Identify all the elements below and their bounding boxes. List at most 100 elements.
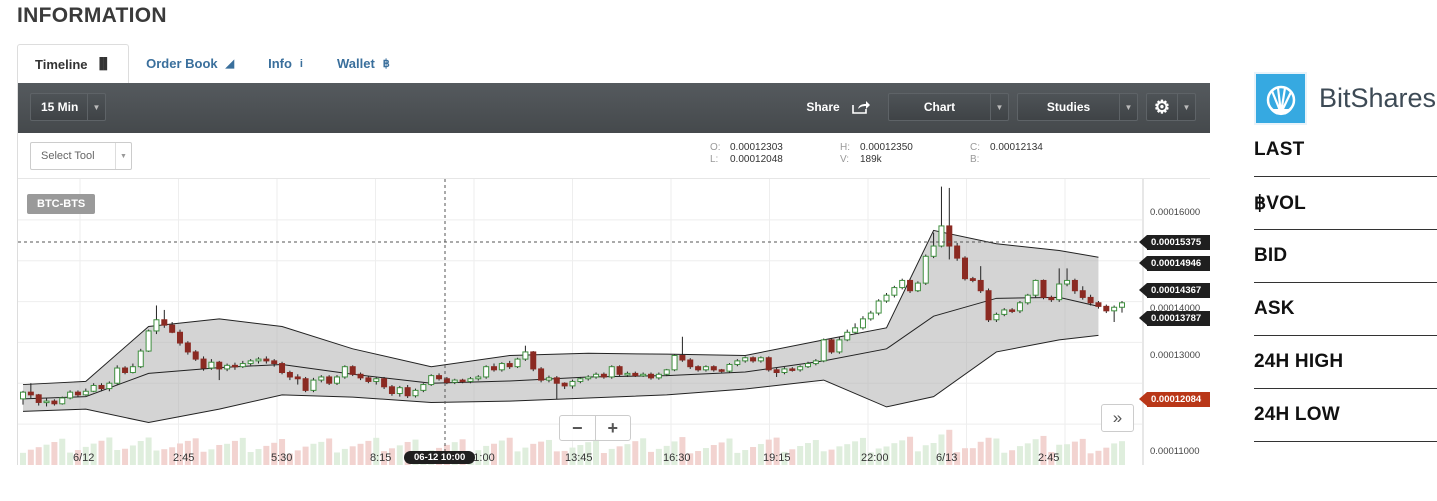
candle-up (1016, 302, 1023, 312)
candle-up (938, 225, 945, 247)
candle-down (600, 373, 607, 378)
ohlc-volume: 189k (860, 154, 882, 165)
zoom-in-button[interactable]: + (607, 417, 618, 438)
candle-up (239, 363, 246, 368)
volume-bar (1111, 443, 1118, 465)
tab-timeline[interactable]: Timeline ▐▌ (17, 44, 130, 83)
candle-up (255, 358, 262, 362)
candle-up (514, 358, 521, 368)
share-button[interactable]: Share (790, 93, 886, 121)
tab-order-book[interactable]: Order Book ◢ (129, 44, 251, 83)
ohlc-open-low: O: 0.00012303 L: 0.00012048 (710, 142, 783, 165)
candle-up (891, 287, 898, 296)
candlestick-chart[interactable] (18, 179, 1210, 465)
candle-up (498, 363, 505, 371)
candle-up (867, 312, 874, 320)
volume-bar (263, 445, 270, 465)
candle-up (593, 373, 600, 378)
y-tick-label: 0.00016000 (1150, 207, 1201, 218)
candle-up (726, 363, 733, 372)
candle-down (365, 377, 372, 382)
chevron-down-icon: ▼ (1177, 94, 1195, 120)
volume-bar (122, 448, 129, 465)
market-sidebar: BitShares LAST ฿VOL BID ASK 24H HIGH 24H… (1254, 71, 1437, 442)
candle-up (742, 357, 749, 362)
candle-down (216, 361, 223, 370)
x-tick-label: 13:45 (565, 452, 593, 464)
candle-up (420, 384, 427, 391)
volume-bar (765, 439, 772, 465)
settings-dropdown[interactable]: ⚙ ▼ (1146, 93, 1196, 121)
volume-bar (538, 441, 545, 465)
volume-bar (530, 443, 537, 465)
volume-bar (820, 451, 827, 465)
volume-bar (852, 441, 859, 465)
candle-down (530, 351, 537, 370)
volume-bar (773, 437, 780, 465)
candle-up (1111, 306, 1118, 312)
candle-down (828, 339, 835, 353)
candle-down (27, 391, 34, 396)
y-tick-label: 0.00014000 (1150, 303, 1201, 314)
candle-up (90, 384, 97, 392)
volume-bar (757, 444, 764, 465)
chart-type-dropdown[interactable]: Chart ▼ (888, 93, 1009, 121)
tab-info[interactable]: Info i (251, 44, 320, 83)
candle-down (977, 279, 984, 292)
candle-up (310, 379, 317, 391)
studies-dropdown[interactable]: Studies ▼ (1017, 93, 1138, 121)
volume-bar (498, 440, 505, 465)
candle-down (404, 387, 411, 397)
tab-timeline-label: Timeline (35, 56, 88, 72)
interval-label: 15 Min (41, 100, 79, 114)
candle-down (616, 366, 623, 375)
candle-up (585, 376, 592, 380)
volume-bar (734, 452, 741, 465)
candle-down (506, 363, 513, 368)
volume-bar (200, 451, 207, 465)
candle-down (286, 371, 293, 378)
candle-up (820, 339, 827, 362)
volume-bar (553, 451, 560, 465)
volume-bar (43, 444, 50, 465)
volume-bar (129, 445, 136, 465)
bitshares-logo-icon (1254, 71, 1307, 125)
volume-bar (35, 447, 42, 465)
chart-plot-area[interactable]: BTC-BTS − + » 0.00016000 0.00014000 0.00… (18, 179, 1210, 465)
candle-up (757, 357, 764, 362)
volume-bar (388, 448, 395, 465)
volume-bar (334, 452, 340, 465)
bollinger-lower-tag: 0.00013787 (1139, 311, 1210, 326)
volume-bar (1001, 452, 1008, 465)
select-tool-dropdown[interactable]: Select Tool ▼ (30, 142, 132, 170)
candle-down (98, 384, 105, 390)
volume-bar (663, 445, 670, 465)
candle-down (177, 331, 183, 344)
volume-bar (373, 437, 380, 465)
candle-down (954, 245, 961, 259)
volume-bar (608, 448, 615, 465)
candle-down (710, 366, 717, 371)
scroll-forward-button[interactable]: » (1101, 404, 1134, 432)
candle-down (1048, 296, 1055, 301)
info-icon: i (299, 57, 303, 70)
volume-bar (569, 447, 576, 465)
candle-down (695, 366, 702, 371)
volume-bar (781, 451, 788, 465)
volume-bar (302, 446, 309, 465)
candle-up (43, 400, 50, 404)
interval-dropdown[interactable]: 15 Min ▼ (30, 93, 106, 121)
tab-wallet[interactable]: Wallet ฿ (320, 44, 407, 83)
candle-up (993, 313, 1000, 321)
volume-bar (545, 439, 552, 465)
zoom-out-button[interactable]: − (560, 416, 596, 440)
tab-order-book-label: Order Book (146, 56, 218, 71)
volume-bar (67, 452, 74, 465)
candle-down (122, 367, 129, 373)
volume-bar (805, 443, 811, 465)
volume-bar (1119, 441, 1125, 465)
volume-bar (624, 444, 631, 465)
volume-bar (231, 440, 238, 465)
chart-subbar: Select Tool ▼ O: 0.00012303 L: 0.00012048 … (18, 133, 1210, 179)
volume-bar (593, 439, 600, 465)
